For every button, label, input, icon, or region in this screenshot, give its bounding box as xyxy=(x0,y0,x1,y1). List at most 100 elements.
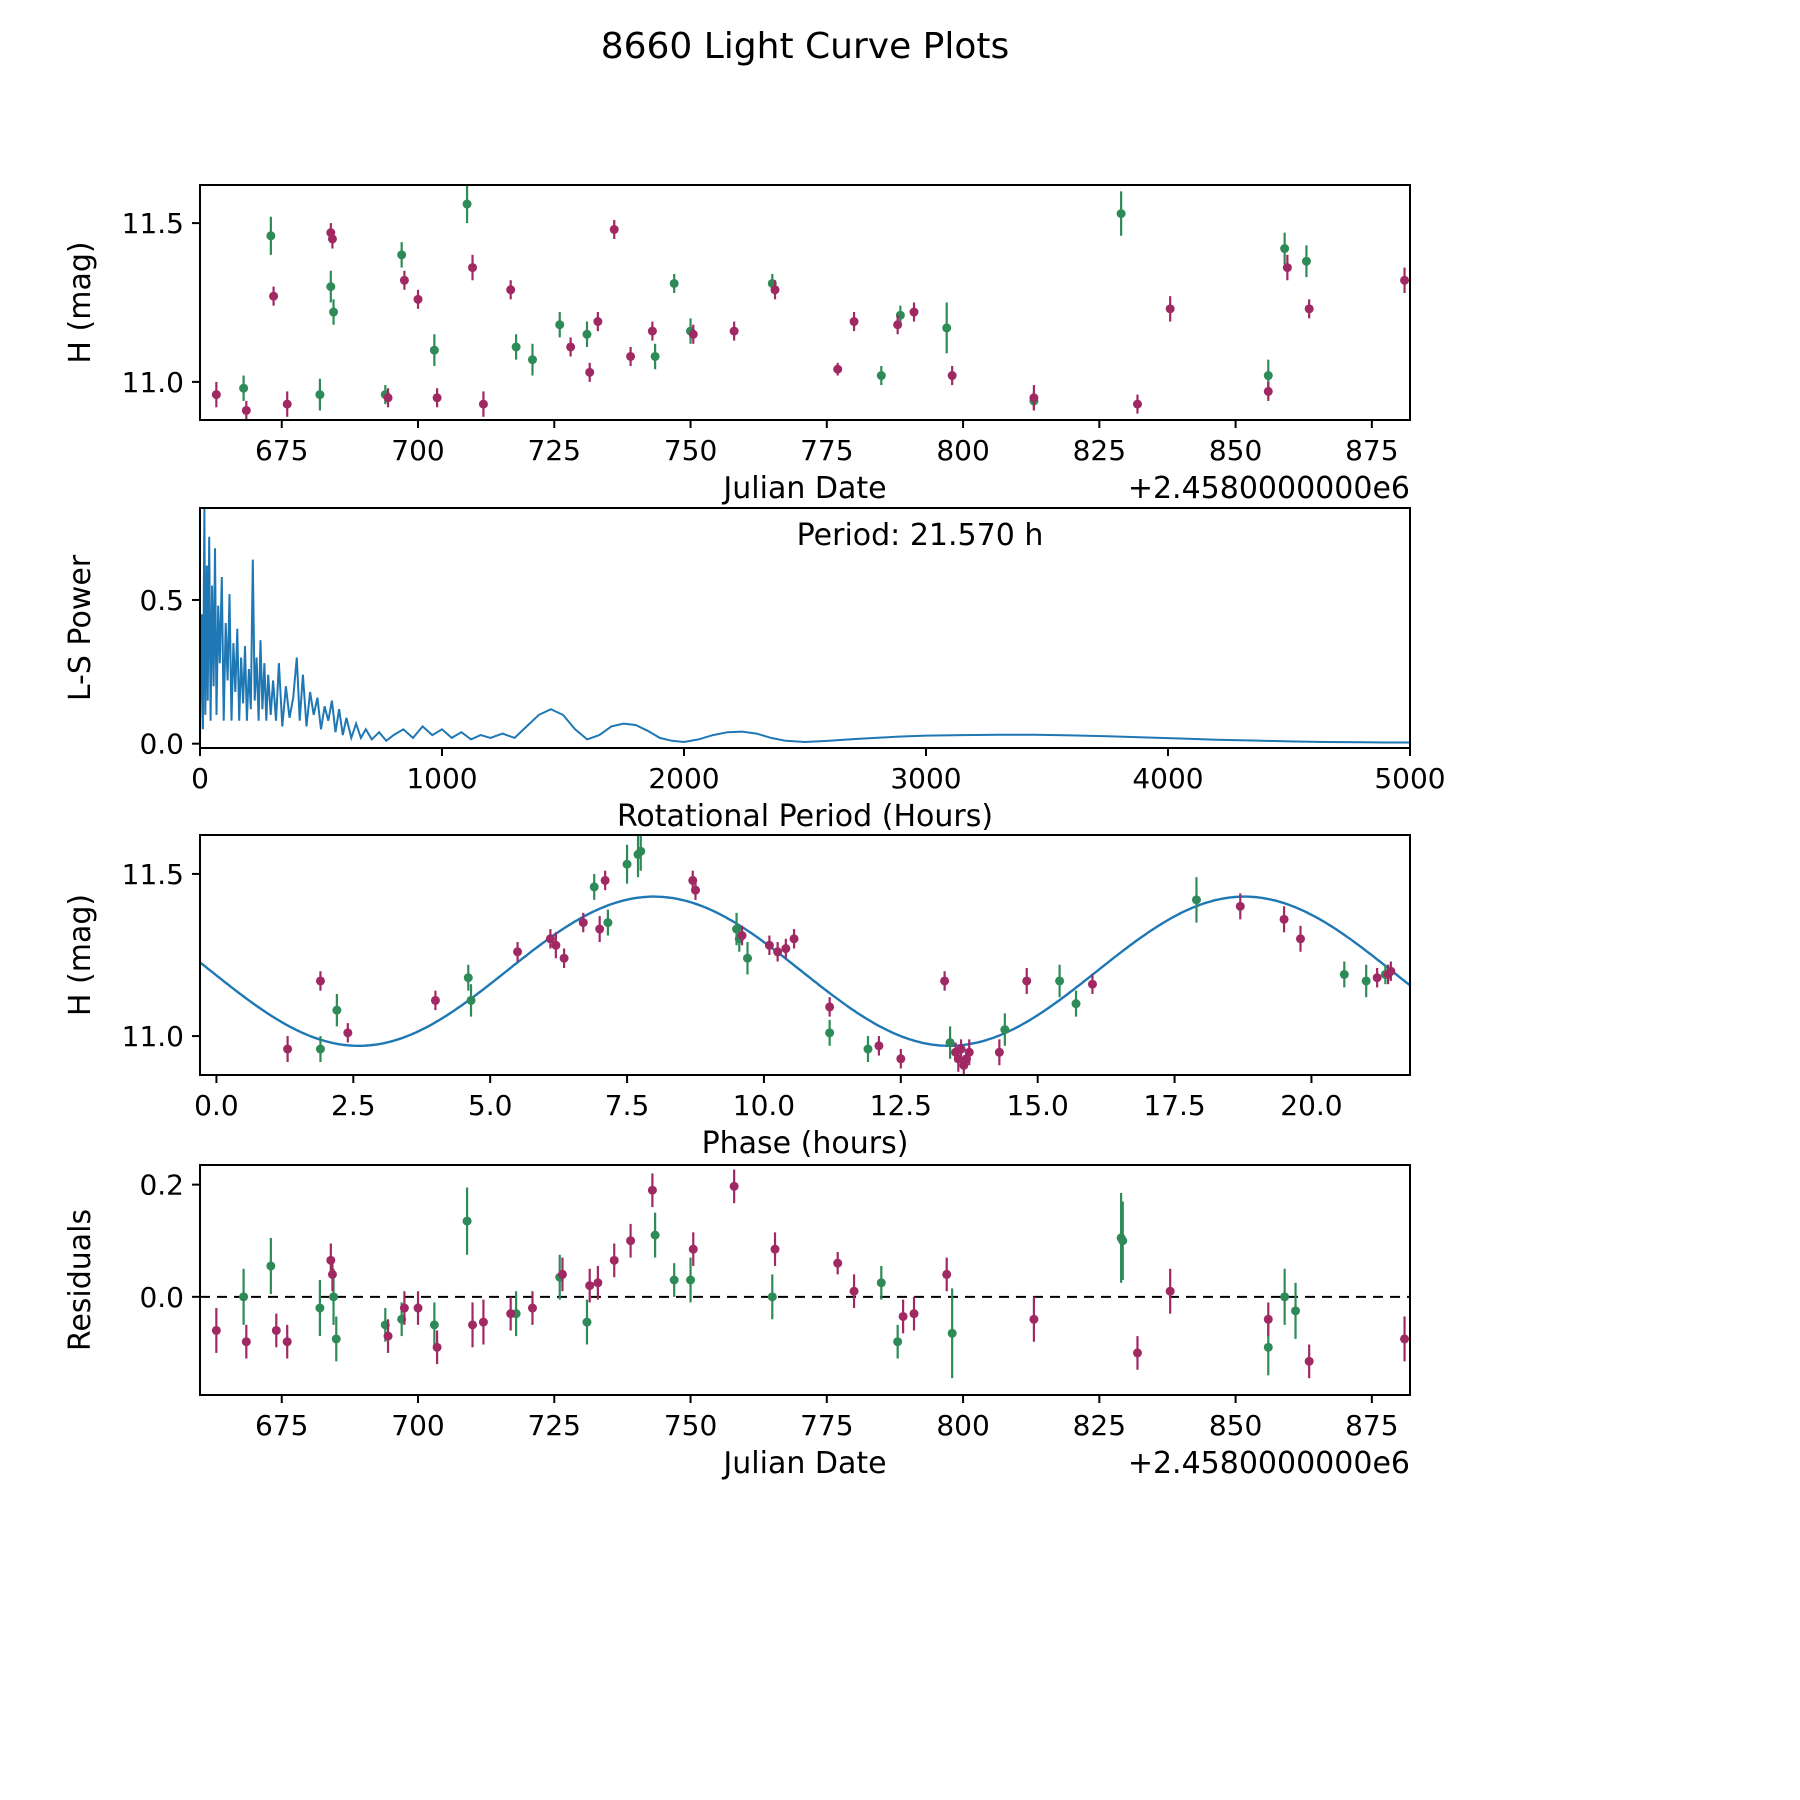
data-point xyxy=(1386,966,1396,976)
data-point xyxy=(956,1044,966,1054)
data-point xyxy=(863,1044,873,1054)
x-tick-label: 700 xyxy=(391,1409,444,1442)
x-tick-label: 725 xyxy=(528,1409,581,1442)
y-axis-label: L-S Power xyxy=(63,554,98,701)
x-tick-label: 825 xyxy=(1073,1409,1126,1442)
data-point xyxy=(506,285,516,295)
x-axis-label: Rotational Period (Hours) xyxy=(617,799,993,834)
data-point xyxy=(397,250,407,260)
data-point xyxy=(964,1047,974,1057)
data-point xyxy=(429,345,439,355)
data-point xyxy=(729,326,739,336)
data-point xyxy=(432,393,442,403)
data-point xyxy=(1282,263,1292,273)
data-point xyxy=(770,1244,780,1254)
data-point xyxy=(593,1278,603,1288)
data-point xyxy=(636,846,646,856)
data-point xyxy=(383,1331,393,1341)
data-point xyxy=(555,320,565,330)
y-axis-label: Residuals xyxy=(63,1209,98,1351)
x-tick-label: 850 xyxy=(1209,1409,1262,1442)
data-point xyxy=(329,1292,339,1302)
data-point xyxy=(603,918,613,928)
data-point xyxy=(266,1261,276,1271)
data-point xyxy=(770,285,780,295)
x-tick-label: 775 xyxy=(800,1409,853,1442)
data-point xyxy=(282,399,292,409)
data-point xyxy=(647,326,657,336)
x-tick-label: 750 xyxy=(664,1409,717,1442)
data-point xyxy=(909,307,919,317)
data-point xyxy=(462,1216,472,1226)
data-point xyxy=(1361,976,1371,986)
data-point xyxy=(466,995,476,1005)
data-point xyxy=(1029,393,1039,403)
x-tick-label: 675 xyxy=(255,434,308,467)
data-point xyxy=(849,317,859,327)
data-point xyxy=(511,342,521,352)
series-purple xyxy=(211,1169,1410,1379)
axes-frame xyxy=(199,507,1411,749)
data-point xyxy=(432,1342,442,1352)
axes-frame xyxy=(199,834,1411,1076)
data-point xyxy=(737,931,747,941)
data-point xyxy=(764,940,774,950)
data-point xyxy=(1071,999,1081,1009)
data-point xyxy=(315,1044,325,1054)
data-point xyxy=(940,976,950,986)
data-point xyxy=(241,1337,251,1347)
data-point xyxy=(1279,914,1289,924)
data-point xyxy=(557,1269,567,1279)
data-point xyxy=(269,291,279,301)
data-point xyxy=(1280,1292,1290,1302)
data-point xyxy=(1132,1348,1142,1358)
data-point xyxy=(331,1334,341,1344)
x-tick-label: 20.0 xyxy=(1280,1089,1342,1122)
data-point xyxy=(329,307,339,317)
x-tick-label: 825 xyxy=(1073,434,1126,467)
panel-residuals: 675 700 725 750 775 800 825 850 875 0.0 0.2 Julian … xyxy=(63,1164,1411,1481)
data-point xyxy=(527,355,537,365)
data-point xyxy=(343,1028,353,1038)
x-tick-label: 15.0 xyxy=(1007,1089,1069,1122)
data-point xyxy=(942,1269,952,1279)
data-point xyxy=(876,371,886,381)
x-axis-label: Phase (hours) xyxy=(702,1126,909,1161)
data-point xyxy=(595,924,605,934)
data-point xyxy=(383,393,393,403)
data-point xyxy=(506,1309,516,1319)
data-point xyxy=(462,199,472,209)
data-point xyxy=(585,367,595,377)
series-green xyxy=(239,1187,1301,1379)
data-point xyxy=(1339,969,1349,979)
data-point xyxy=(650,351,660,361)
data-point xyxy=(849,1286,859,1296)
data-point xyxy=(622,859,632,869)
data-point xyxy=(315,390,325,400)
data-point xyxy=(315,976,325,986)
data-point xyxy=(332,1005,342,1015)
data-point xyxy=(896,1054,906,1064)
data-point xyxy=(327,234,337,244)
data-point xyxy=(241,405,251,415)
x-tick-label: 800 xyxy=(936,434,989,467)
x-tick-label: 800 xyxy=(936,1409,989,1442)
data-point xyxy=(626,351,636,361)
data-point xyxy=(1301,256,1311,266)
data-point xyxy=(650,1230,660,1240)
data-point xyxy=(551,940,561,950)
panel-lightcurve: 675 700 725 750 775 800 825 850 875 11.0 11.5 Julia… xyxy=(63,184,1411,506)
data-point xyxy=(1165,1286,1175,1296)
data-point xyxy=(909,1309,919,1319)
data-point xyxy=(669,1275,679,1285)
data-point xyxy=(1029,1314,1039,1324)
y-tick-label: 0.5 xyxy=(139,584,184,617)
x-tick-label: 12.5 xyxy=(870,1089,932,1122)
data-point xyxy=(1304,1356,1314,1366)
data-point xyxy=(239,1292,249,1302)
data-point xyxy=(893,320,903,330)
x-tick-label: 1000 xyxy=(406,762,477,795)
data-point xyxy=(942,323,952,333)
data-point xyxy=(947,1328,957,1338)
data-point xyxy=(239,383,249,393)
